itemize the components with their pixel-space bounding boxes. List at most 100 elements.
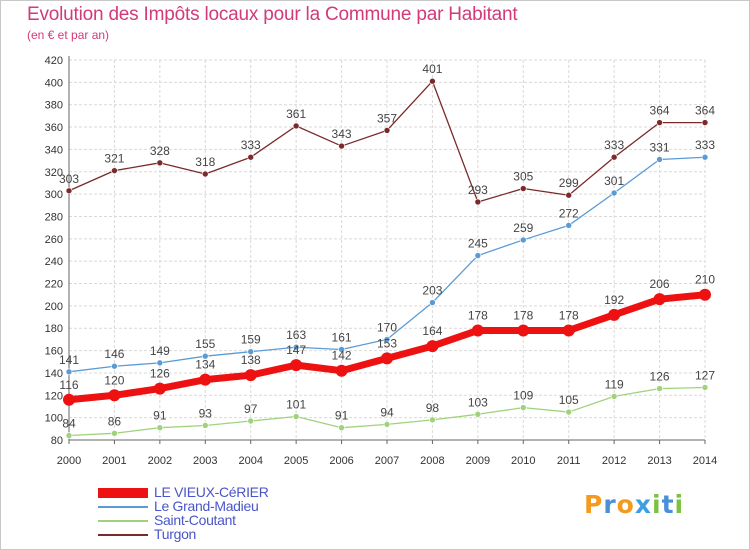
data-point — [201, 422, 209, 429]
x-tick-label: 2009 — [466, 455, 490, 467]
logo-letter: i — [674, 490, 685, 519]
data-label: 147 — [286, 343, 306, 357]
x-tick-label: 2001 — [102, 455, 126, 467]
legend-label: LE VIEUX-CéRIER — [154, 484, 269, 500]
data-point — [111, 362, 118, 370]
data-label: 305 — [513, 170, 533, 184]
data-label: 357 — [377, 111, 397, 125]
data-point — [156, 159, 164, 167]
data-point — [471, 324, 484, 337]
data-label: 149 — [150, 344, 170, 358]
data-point — [292, 122, 300, 130]
logo-letter: i — [652, 490, 662, 519]
data-point — [65, 432, 73, 439]
data-label: 146 — [104, 347, 124, 361]
data-point — [474, 410, 482, 418]
data-label: 105 — [559, 393, 579, 407]
data-label: 170 — [377, 320, 397, 334]
data-point — [608, 308, 621, 321]
y-tick-label: 80 — [51, 435, 63, 447]
data-point — [201, 352, 209, 360]
data-point — [201, 170, 209, 178]
y-tick-label: 180 — [45, 323, 63, 335]
y-tick-label: 320 — [45, 167, 63, 179]
data-label: 163 — [286, 328, 306, 342]
data-label: 333 — [695, 138, 715, 152]
x-tick-label: 2008 — [420, 455, 444, 467]
legend-label: Saint-Coutant — [154, 512, 236, 528]
data-label: 318 — [195, 155, 215, 169]
axes: 80 100 120 140 160 180 200 220 240 260 280 300 320 34… — [45, 55, 718, 467]
data-point — [335, 364, 348, 377]
data-point — [565, 191, 573, 199]
y-tick-label: 400 — [45, 77, 63, 89]
y-tick-label: 220 — [45, 279, 63, 291]
data-label: 178 — [559, 308, 579, 322]
data-label: 333 — [604, 138, 624, 152]
data-label: 328 — [150, 144, 170, 158]
data-point — [519, 185, 527, 192]
y-tick-label: 360 — [45, 122, 63, 134]
data-point — [429, 299, 436, 306]
x-tick-label: 2006 — [329, 455, 353, 467]
data-label: 343 — [332, 127, 352, 141]
data-point — [156, 359, 164, 367]
chart-subtitle: (en € et par an) — [27, 28, 110, 42]
data-point — [383, 421, 391, 428]
data-label: 299 — [559, 176, 579, 190]
proxiti-logo: Proxiti — [584, 490, 684, 519]
y-tick-label: 280 — [45, 211, 63, 223]
x-tick-label: 2011 — [557, 455, 581, 467]
y-tick-label: 340 — [45, 144, 63, 156]
data-point — [156, 424, 164, 432]
data-label: 97 — [244, 402, 258, 416]
data-label: 303 — [59, 172, 79, 186]
data-label: 141 — [59, 353, 79, 367]
logo-letter: r — [603, 490, 617, 519]
data-point — [653, 293, 666, 306]
data-point — [247, 417, 255, 425]
data-label: 333 — [241, 138, 261, 152]
data-point — [244, 369, 257, 382]
y-tick-label: 260 — [45, 234, 63, 246]
data-label: 93 — [199, 406, 213, 420]
data-label: 364 — [650, 104, 670, 118]
data-point — [610, 153, 618, 161]
legend-swatch — [98, 488, 148, 498]
data-label: 101 — [286, 398, 306, 412]
x-tick-label: 2004 — [238, 455, 262, 467]
data-point — [565, 222, 573, 229]
data-label: 126 — [650, 370, 670, 384]
data-label: 210 — [695, 273, 715, 287]
data-point — [65, 368, 73, 376]
data-point — [701, 384, 709, 391]
y-tick-label: 300 — [45, 189, 63, 201]
data-point — [338, 346, 345, 353]
data-label: 178 — [513, 308, 533, 322]
data-label: 126 — [150, 367, 170, 381]
data-point — [519, 236, 527, 244]
y-tick-label: 100 — [45, 413, 63, 425]
data-point — [338, 424, 345, 432]
data-label: 120 — [104, 373, 124, 387]
data-point — [111, 429, 118, 437]
data-point — [426, 340, 439, 353]
data-point — [562, 324, 575, 337]
data-label: 109 — [513, 389, 533, 403]
legend-swatch — [98, 534, 148, 536]
legend-label: Le Grand-Madieu — [154, 498, 259, 514]
x-tick-label: 2002 — [148, 455, 172, 467]
data-point — [247, 153, 255, 161]
data-point — [65, 187, 73, 195]
data-point — [338, 142, 345, 150]
data-label: 321 — [104, 152, 124, 166]
data-point — [656, 156, 663, 163]
data-point — [108, 389, 121, 402]
data-point — [517, 324, 530, 337]
y-tick-label: 160 — [45, 346, 63, 358]
data-point — [429, 416, 436, 424]
data-point — [701, 153, 709, 161]
data-point — [383, 127, 391, 134]
y-tick-label: 140 — [45, 368, 63, 380]
